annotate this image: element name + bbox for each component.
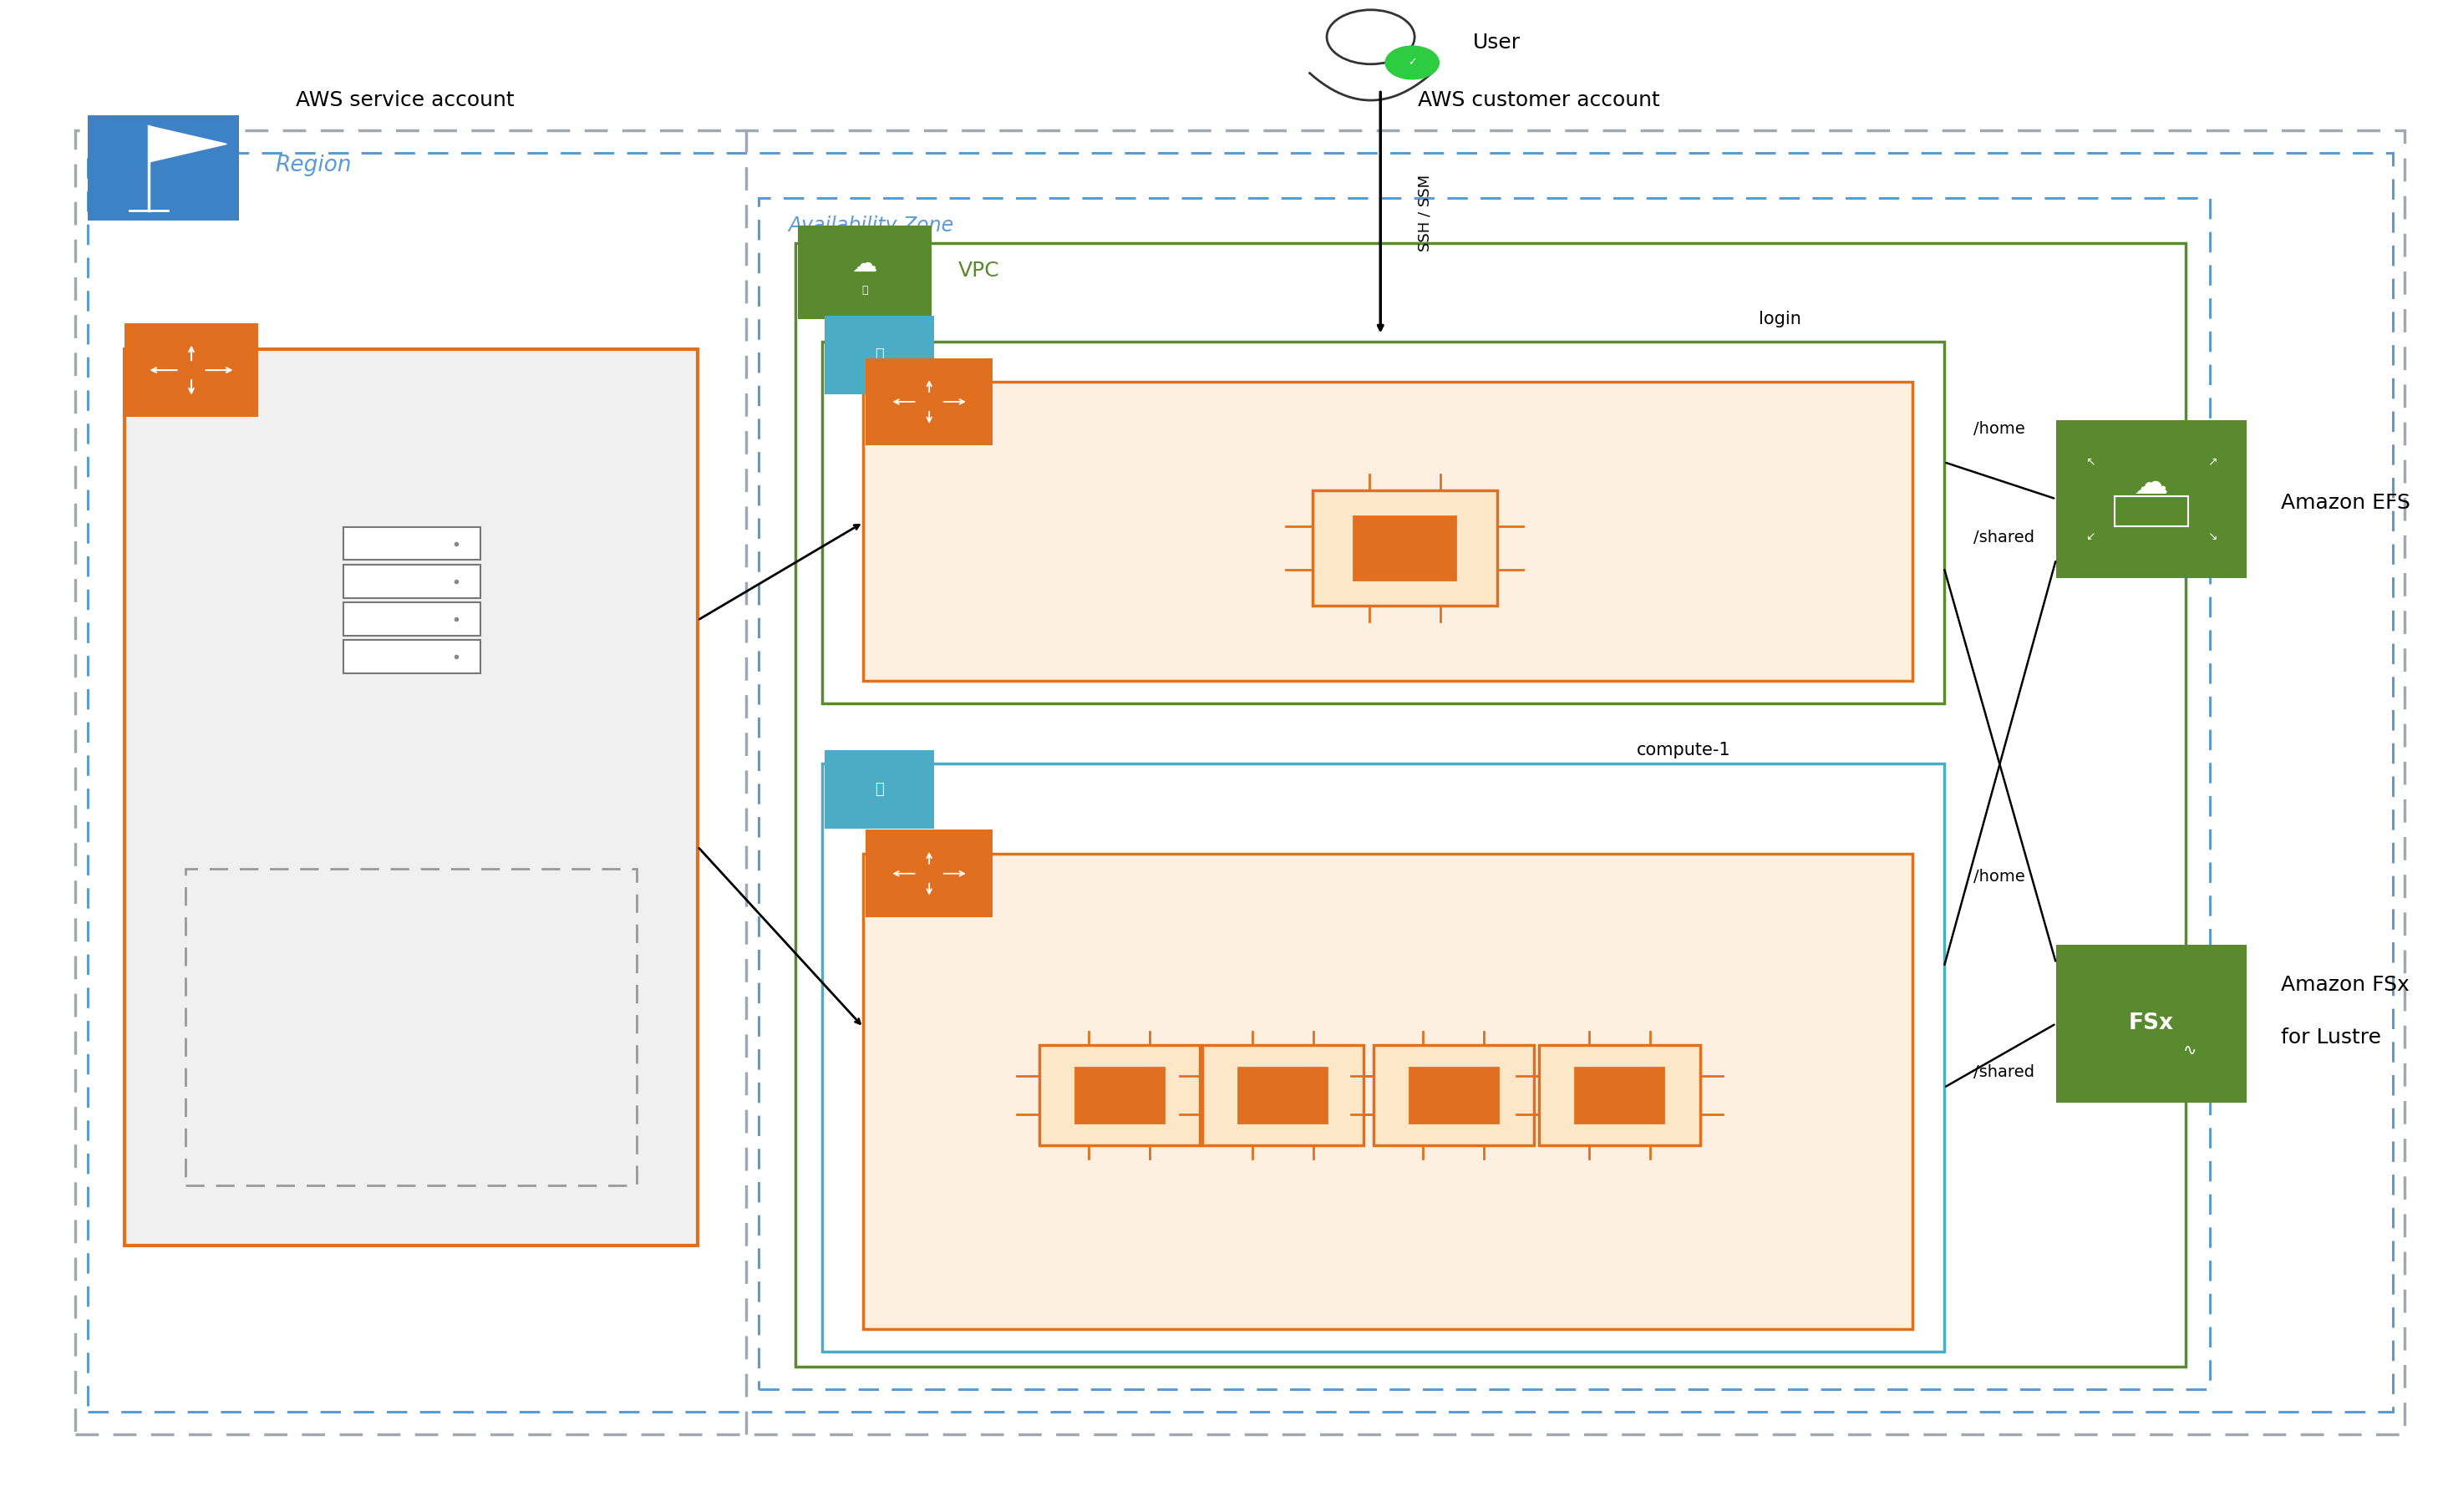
Text: 🔒: 🔒 — [874, 782, 884, 797]
Bar — [1373, 1045, 1535, 1145]
Text: AWS PCS compute node group: AWS PCS compute node group — [1026, 390, 1346, 407]
Bar — [1540, 1045, 1699, 1145]
Text: ☁: ☁ — [2135, 466, 2169, 502]
Bar — [1038, 1045, 1200, 1145]
Bar — [2115, 496, 2189, 526]
Bar — [1312, 491, 1498, 605]
Bar — [343, 526, 480, 559]
Bar — [1239, 1067, 1327, 1122]
Bar — [825, 316, 935, 395]
Bar — [186, 869, 636, 1185]
Text: Amazon EFS: Amazon EFS — [2282, 493, 2409, 513]
Text: for Lustre: for Lustre — [2282, 1028, 2382, 1048]
Text: Static Amazon EC2 instance: Static Amazon EC2 instance — [1283, 650, 1528, 667]
Bar — [1354, 517, 1457, 579]
Text: SSH / SSM: SSH / SSM — [1417, 175, 1432, 253]
Text: Amazon FSx: Amazon FSx — [2282, 975, 2409, 995]
Text: Region: Region — [277, 154, 353, 175]
Text: 🔒: 🔒 — [862, 284, 867, 296]
Text: Slurm controller: Slurm controller — [338, 747, 487, 765]
Text: login: login — [1758, 310, 1802, 327]
Bar — [2056, 945, 2247, 1102]
Text: FSx: FSx — [2130, 1013, 2174, 1034]
Text: ✓: ✓ — [1408, 57, 1417, 68]
Polygon shape — [149, 125, 228, 162]
Text: 🔒: 🔒 — [874, 348, 884, 363]
Bar — [1202, 1045, 1364, 1145]
Text: AWS service account: AWS service account — [296, 91, 514, 110]
Bar — [343, 602, 480, 635]
Text: ↘: ↘ — [2208, 531, 2218, 543]
Text: AWS PCS queues: AWS PCS queues — [333, 1022, 492, 1039]
Bar — [1410, 1067, 1498, 1122]
Bar — [867, 358, 991, 446]
Text: /shared: /shared — [1973, 1064, 2034, 1081]
Bar — [759, 198, 2211, 1390]
Text: Availability Zone: Availability Zone — [788, 215, 952, 236]
Text: VPC: VPC — [960, 260, 999, 281]
Bar — [867, 830, 991, 918]
Text: ∿: ∿ — [2184, 1043, 2198, 1058]
Text: User: User — [1474, 33, 1520, 53]
Text: /home: /home — [1973, 420, 2024, 437]
Bar — [1075, 1067, 1163, 1122]
Bar — [76, 130, 2404, 1435]
Bar — [798, 225, 933, 319]
Text: ↗: ↗ — [2208, 455, 2218, 467]
Text: Dynamic Amazon EC2 instances: Dynamic Amazon EC2 instances — [1266, 1290, 1545, 1306]
Text: ↙: ↙ — [2086, 531, 2095, 543]
Bar — [343, 640, 480, 673]
Text: AWS customer account: AWS customer account — [1417, 91, 1660, 110]
Text: ☁: ☁ — [852, 253, 876, 277]
Text: /home: /home — [1973, 869, 2024, 885]
Bar — [1574, 1067, 1665, 1122]
Bar — [125, 324, 259, 417]
Text: ↖: ↖ — [2086, 455, 2095, 467]
Bar — [2056, 420, 2247, 578]
Bar — [864, 854, 1912, 1329]
Bar — [864, 383, 1912, 680]
Bar — [343, 564, 480, 597]
Text: /shared: /shared — [1973, 529, 2034, 546]
Text: AWS PCS compute node group: AWS PCS compute node group — [1026, 862, 1346, 878]
Bar — [88, 153, 2392, 1412]
Circle shape — [1386, 45, 1439, 79]
Bar — [125, 349, 698, 1246]
Bar — [825, 750, 935, 829]
Text: compute-1: compute-1 — [1638, 741, 1731, 759]
Bar — [88, 115, 240, 221]
Bar — [823, 342, 1944, 703]
Bar — [823, 764, 1944, 1352]
Bar — [796, 243, 2186, 1367]
Text: AWS PCS cluster: AWS PCS cluster — [291, 358, 475, 378]
